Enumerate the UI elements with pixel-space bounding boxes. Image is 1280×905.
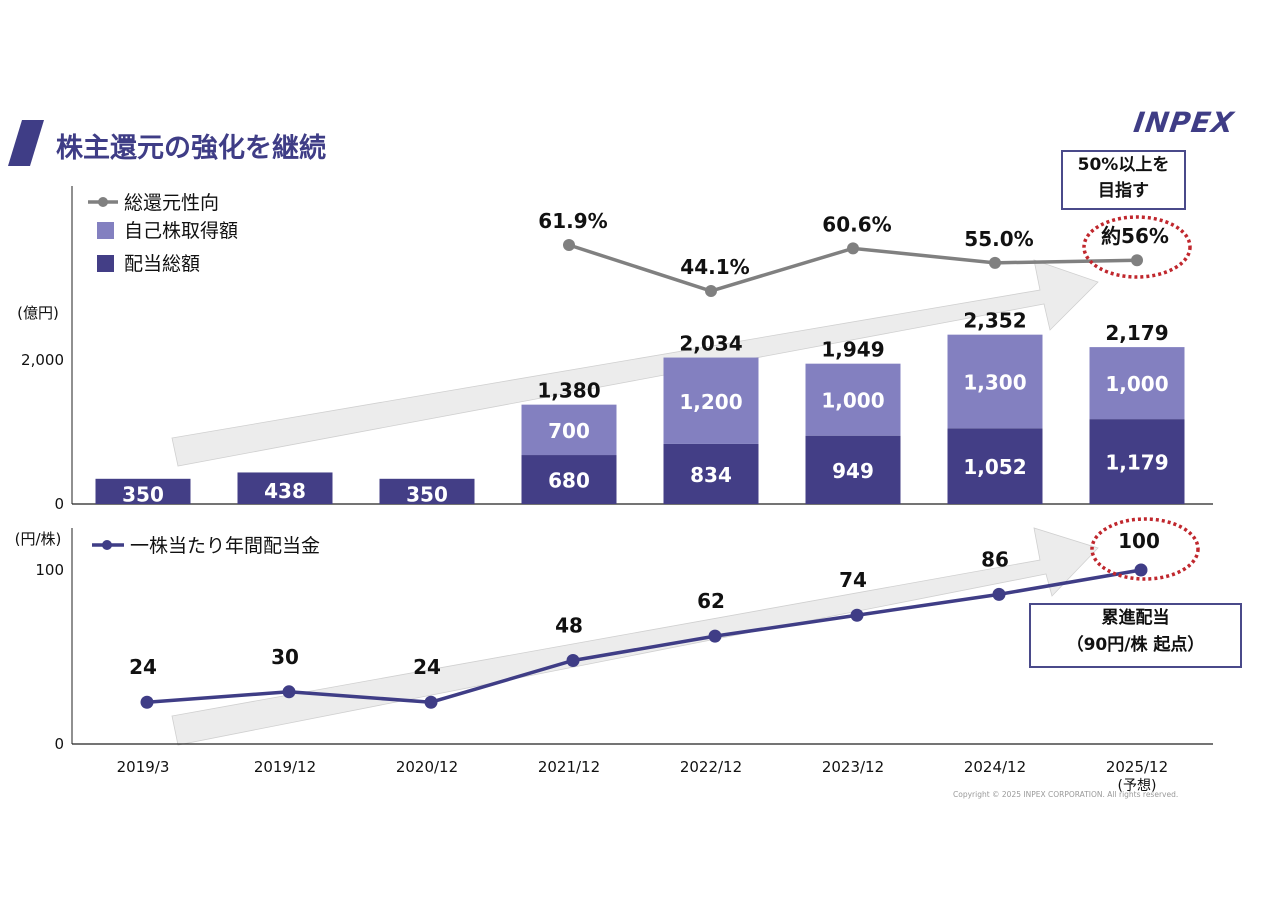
x-tick-label: 2020/12 bbox=[396, 758, 458, 776]
payout-ratio-label: 55.0% bbox=[964, 227, 1033, 251]
bar-buyback bbox=[805, 363, 901, 436]
dps-highlight-circle bbox=[1090, 517, 1200, 581]
dps-point bbox=[140, 695, 154, 709]
bar-dividend bbox=[947, 428, 1043, 504]
copyright: Copyright © 2025 INPEX CORPORATION. All … bbox=[953, 790, 1179, 799]
legend-buyback-label: 自己株取得額 bbox=[124, 220, 238, 242]
bar-dividend-label: 1,052 bbox=[963, 455, 1026, 479]
legend-payout-marker-icon bbox=[98, 197, 108, 207]
bar-buyback-label: 1,200 bbox=[679, 390, 742, 414]
x-tick-label: 2019/12 bbox=[254, 758, 316, 776]
y-axis-unit-top: (億円) bbox=[17, 304, 59, 322]
dps-label: 74 bbox=[839, 568, 867, 592]
legend-payout-label: 総還元性向 bbox=[124, 192, 219, 214]
bar-dividend bbox=[237, 472, 333, 504]
bar-buyback-label: 1,000 bbox=[821, 389, 884, 413]
y-tick-label-bottom: 100 bbox=[35, 561, 64, 579]
dps-label: 24 bbox=[413, 655, 441, 679]
bar-buyback bbox=[663, 357, 759, 444]
payout-ratio-point bbox=[1131, 254, 1143, 267]
y-tick-label-top: 2,000 bbox=[21, 351, 64, 369]
bar-dividend bbox=[379, 478, 475, 504]
payout-highlight-circle bbox=[1082, 215, 1192, 279]
bar-total-label: 2,352 bbox=[963, 309, 1026, 333]
dps-label: 62 bbox=[697, 589, 725, 613]
payout-ratio-label: 約56% bbox=[1101, 224, 1169, 248]
growth-arrow-top bbox=[171, 259, 1099, 467]
bar-buyback-label: 1,000 bbox=[1105, 372, 1168, 396]
payout-target-line1: 50%以上を bbox=[1077, 155, 1170, 175]
bar-dividend-label: 834 bbox=[690, 463, 732, 487]
x-tick-label: 2021/12 bbox=[538, 758, 600, 776]
bar-dividend-label: 350 bbox=[122, 482, 164, 506]
bar-dividend-label: 1,179 bbox=[1105, 451, 1168, 475]
payout-ratio-point bbox=[563, 239, 575, 251]
y-tick-label-top: 0 bbox=[54, 495, 64, 513]
legend-dps-label: 一株当たり年間配当金 bbox=[130, 535, 320, 557]
bar-total-label: 1,380 bbox=[537, 379, 600, 403]
bar-buyback bbox=[1089, 347, 1185, 420]
bar-dividend bbox=[805, 435, 901, 504]
bar-dividend-label: 949 bbox=[832, 459, 874, 483]
bar-total-label: 1,949 bbox=[821, 338, 884, 362]
x-tick-label: 2023/12 bbox=[822, 758, 884, 776]
title-accent-bar bbox=[8, 120, 44, 166]
legend-dps-marker-icon bbox=[102, 540, 112, 550]
bar-buyback bbox=[947, 334, 1043, 429]
bar-total-label: 2,034 bbox=[679, 332, 742, 356]
progressive-dividend-callout: 累進配当 （90円/株 起点） bbox=[1029, 603, 1242, 668]
x-tick-label: 2025/12 bbox=[1106, 758, 1168, 776]
payout-target-callout: 50%以上を 目指す bbox=[1061, 150, 1186, 210]
bar-dividend bbox=[521, 455, 617, 504]
legend-dividend-label: 配当総額 bbox=[124, 253, 200, 275]
payout-ratio-point bbox=[989, 256, 1001, 269]
bar-buyback-label: 700 bbox=[548, 419, 590, 443]
payout-ratio-label: 44.1% bbox=[680, 255, 749, 279]
legend-dividend-swatch bbox=[97, 255, 114, 272]
dps-label: 24 bbox=[129, 655, 157, 679]
x-tick-sublabel: (予想) bbox=[1118, 778, 1157, 794]
bar-dividend bbox=[1089, 419, 1185, 504]
dps-point bbox=[708, 629, 722, 643]
payout-ratio-label: 60.6% bbox=[822, 212, 891, 236]
dps-line bbox=[146, 568, 1142, 705]
y-tick-label-bottom: 0 bbox=[54, 735, 64, 753]
bar-dividend-label: 350 bbox=[406, 482, 448, 506]
payout-ratio-point bbox=[705, 285, 717, 297]
dps-label: 86 bbox=[981, 547, 1009, 571]
x-tick-label: 2024/12 bbox=[964, 758, 1026, 776]
dps-point bbox=[424, 695, 438, 709]
progressive-line1: 累進配当 bbox=[1101, 608, 1170, 628]
payout-target-line2: 目指す bbox=[1098, 181, 1149, 201]
dps-label: 30 bbox=[271, 645, 299, 669]
page-title: 株主還元の強化を継続 bbox=[56, 133, 326, 164]
dps-point bbox=[566, 653, 580, 667]
growth-arrow-bottom bbox=[171, 527, 1099, 746]
payout-ratio-label: 61.9% bbox=[538, 209, 607, 233]
dps-point bbox=[1134, 563, 1148, 577]
bar-dividend-label: 438 bbox=[264, 479, 306, 503]
y-axis-unit-bottom: (円/株) bbox=[15, 530, 62, 548]
dps-point bbox=[850, 608, 864, 622]
dps-label: 48 bbox=[555, 613, 583, 637]
bar-total-label: 2,179 bbox=[1105, 321, 1168, 345]
dps-label: 100 bbox=[1118, 529, 1160, 553]
bar-buyback-label: 1,300 bbox=[963, 370, 1026, 394]
payout-ratio-point bbox=[847, 242, 859, 255]
x-tick-label: 2022/12 bbox=[680, 758, 742, 776]
x-tick-label: 2019/3 bbox=[117, 758, 170, 776]
bar-dividend bbox=[663, 443, 759, 504]
bar-dividend-label: 680 bbox=[548, 469, 590, 493]
legend-buyback-swatch bbox=[97, 222, 114, 239]
dps-point bbox=[282, 685, 296, 699]
progressive-line2: （90円/株 起点） bbox=[1066, 635, 1205, 655]
dps-point bbox=[992, 587, 1006, 601]
bar-buyback bbox=[521, 404, 617, 456]
bar-dividend bbox=[95, 478, 191, 504]
